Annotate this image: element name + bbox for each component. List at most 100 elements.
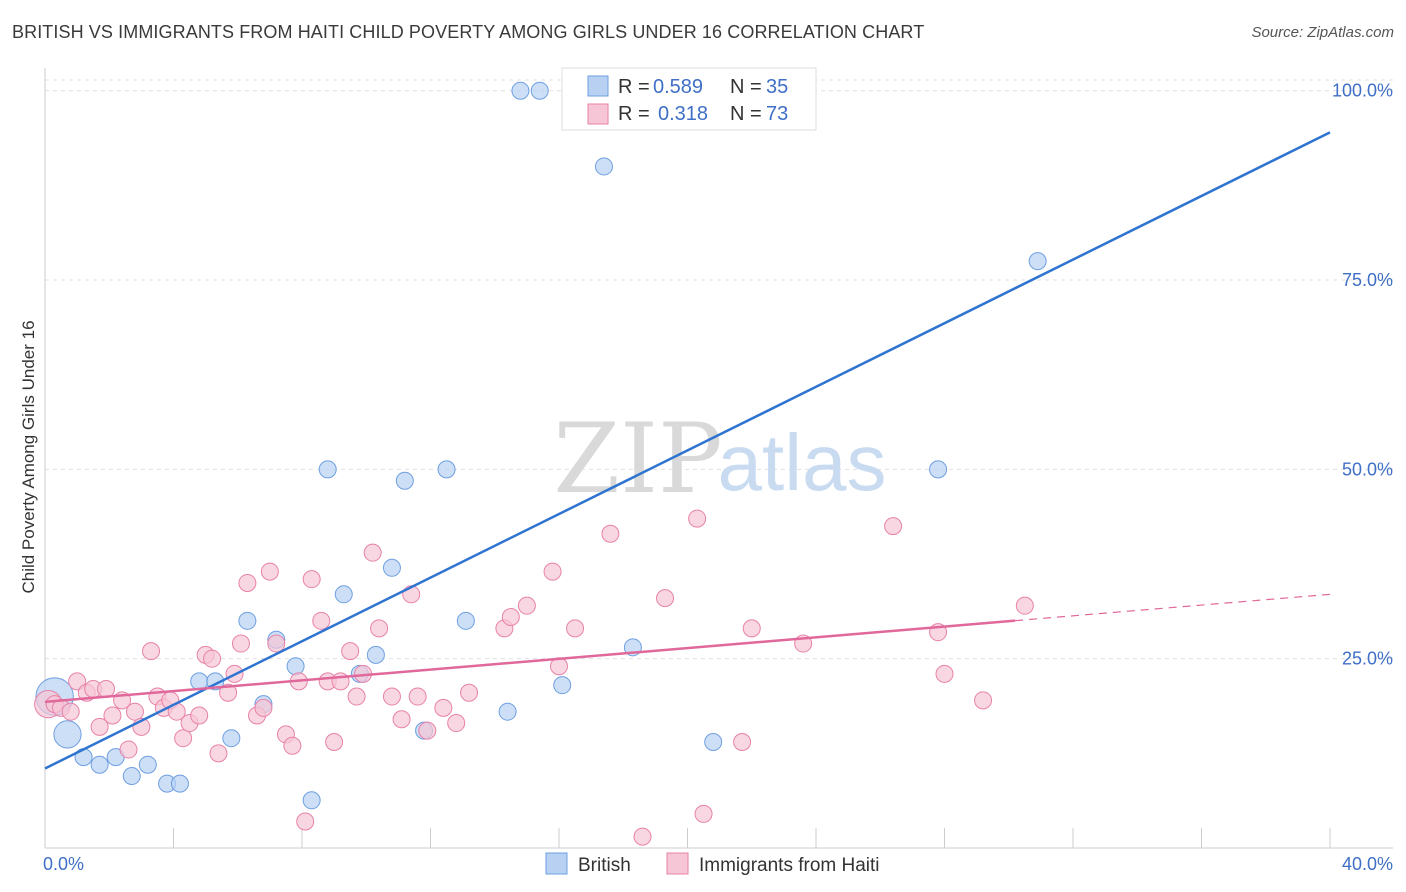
legend-r-value-haiti: 0.318 — [658, 103, 708, 125]
y-tick-labels: 25.0% 50.0% 75.0% 100.0% — [1332, 81, 1393, 669]
chart-source: Source: ZipAtlas.com — [1251, 24, 1394, 41]
haiti-point — [61, 702, 80, 721]
legend-bottom-label-haiti: Immigrants from Haiti — [699, 855, 880, 876]
y-tick-label: 50.0% — [1342, 459, 1393, 479]
grid-lines — [45, 79, 1393, 660]
haiti-point — [254, 698, 273, 717]
haiti-point — [935, 664, 954, 683]
haiti-point — [209, 744, 228, 763]
legend-bottom-swatch-british — [545, 852, 568, 875]
british-point — [122, 767, 141, 786]
haiti-point — [884, 517, 903, 536]
haiti-point — [347, 687, 366, 706]
haiti-point — [119, 740, 138, 759]
x-tick-min: 0.0% — [43, 854, 84, 874]
haiti-point — [125, 702, 144, 721]
legend-n-value-british: 35 — [766, 76, 788, 98]
haiti-point — [733, 732, 752, 751]
haiti-point — [974, 691, 993, 710]
british-point — [1028, 252, 1047, 271]
haiti-point — [190, 706, 209, 725]
haiti-point — [231, 634, 250, 653]
haiti-point — [341, 642, 360, 661]
haiti-point — [566, 619, 585, 638]
y-tick-label: 25.0% — [1342, 649, 1393, 669]
haiti-point — [501, 608, 520, 627]
haiti-point — [302, 570, 321, 589]
haiti-point — [447, 714, 466, 733]
british-point — [366, 645, 385, 664]
haiti-point — [434, 698, 453, 717]
data-points — [34, 81, 1047, 846]
haiti-point — [392, 710, 411, 729]
haiti-point — [325, 732, 344, 751]
haiti-point — [296, 812, 315, 831]
haiti-point — [370, 619, 389, 638]
british-point — [318, 460, 337, 479]
haiti-point — [312, 611, 331, 630]
british-point — [530, 81, 549, 100]
haiti-point — [543, 562, 562, 581]
haiti-trend-extension — [1015, 593, 1331, 622]
british-point — [437, 460, 456, 479]
haiti-point — [742, 619, 761, 638]
british-point — [170, 774, 189, 793]
british-point — [238, 611, 257, 630]
haiti-point — [142, 642, 161, 661]
haiti-point — [688, 509, 707, 528]
legend-swatch-haiti — [587, 103, 609, 125]
legend-swatch-british — [587, 75, 609, 97]
watermark: ZIP atlas — [553, 403, 886, 515]
british-point — [395, 471, 414, 490]
haiti-point — [460, 683, 479, 702]
british-point — [498, 702, 517, 721]
british-point — [929, 460, 948, 479]
haiti-point — [694, 804, 713, 823]
haiti-point — [260, 562, 279, 581]
british-point — [222, 729, 241, 748]
british-point — [511, 81, 530, 100]
british-point — [553, 676, 572, 695]
haiti-trend-line — [44, 619, 1016, 704]
british-point — [90, 755, 109, 774]
haiti-point — [238, 573, 257, 592]
legend-r-label-haiti: R = — [618, 103, 650, 125]
watermark-zip: ZIP — [553, 403, 722, 515]
legend-n-label-british: N = — [730, 76, 762, 98]
british-point — [334, 585, 353, 604]
haiti-point — [363, 543, 382, 562]
haiti-point — [418, 721, 437, 740]
legend-bottom: British Immigrants from Haiti — [545, 852, 880, 876]
haiti-point — [267, 634, 286, 653]
haiti-point — [633, 827, 652, 846]
y-tick-label: 75.0% — [1342, 270, 1393, 290]
legend-top: R = 0.589 N = 35 R = 0.318 N = 73 — [561, 67, 817, 131]
legend-n-value-haiti: 73 — [766, 103, 788, 125]
x-tick-labels: 0.0% 40.0% — [43, 854, 1393, 874]
haiti-point — [1015, 596, 1034, 615]
haiti-point — [203, 649, 222, 668]
legend-n-label-haiti: N = — [730, 103, 762, 125]
haiti-point — [97, 679, 116, 698]
british-point — [382, 558, 401, 577]
legend-r-value-british: 0.589 — [653, 76, 703, 98]
british-point — [286, 657, 305, 676]
haiti-point — [90, 717, 109, 736]
x-tick-max: 40.0% — [1342, 854, 1393, 874]
haiti-point — [656, 589, 675, 608]
watermark-atlas: atlas — [718, 418, 887, 507]
haiti-point — [103, 706, 122, 725]
haiti-point — [283, 736, 302, 755]
axes — [44, 68, 1393, 849]
chart-title: BRITISH VS IMMIGRANTS FROM HAITI CHILD P… — [12, 22, 925, 42]
y-axis-label: Child Poverty Among Girls Under 16 — [19, 320, 38, 593]
haiti-point — [601, 524, 620, 543]
legend-bottom-label-british: British — [578, 855, 631, 876]
legend-r-label-british: R = — [618, 76, 650, 98]
haiti-point — [517, 596, 536, 615]
haiti-point — [382, 687, 401, 706]
y-tick-label: 100.0% — [1332, 81, 1393, 101]
british-trend-line — [44, 131, 1331, 770]
haiti-point — [174, 729, 193, 748]
